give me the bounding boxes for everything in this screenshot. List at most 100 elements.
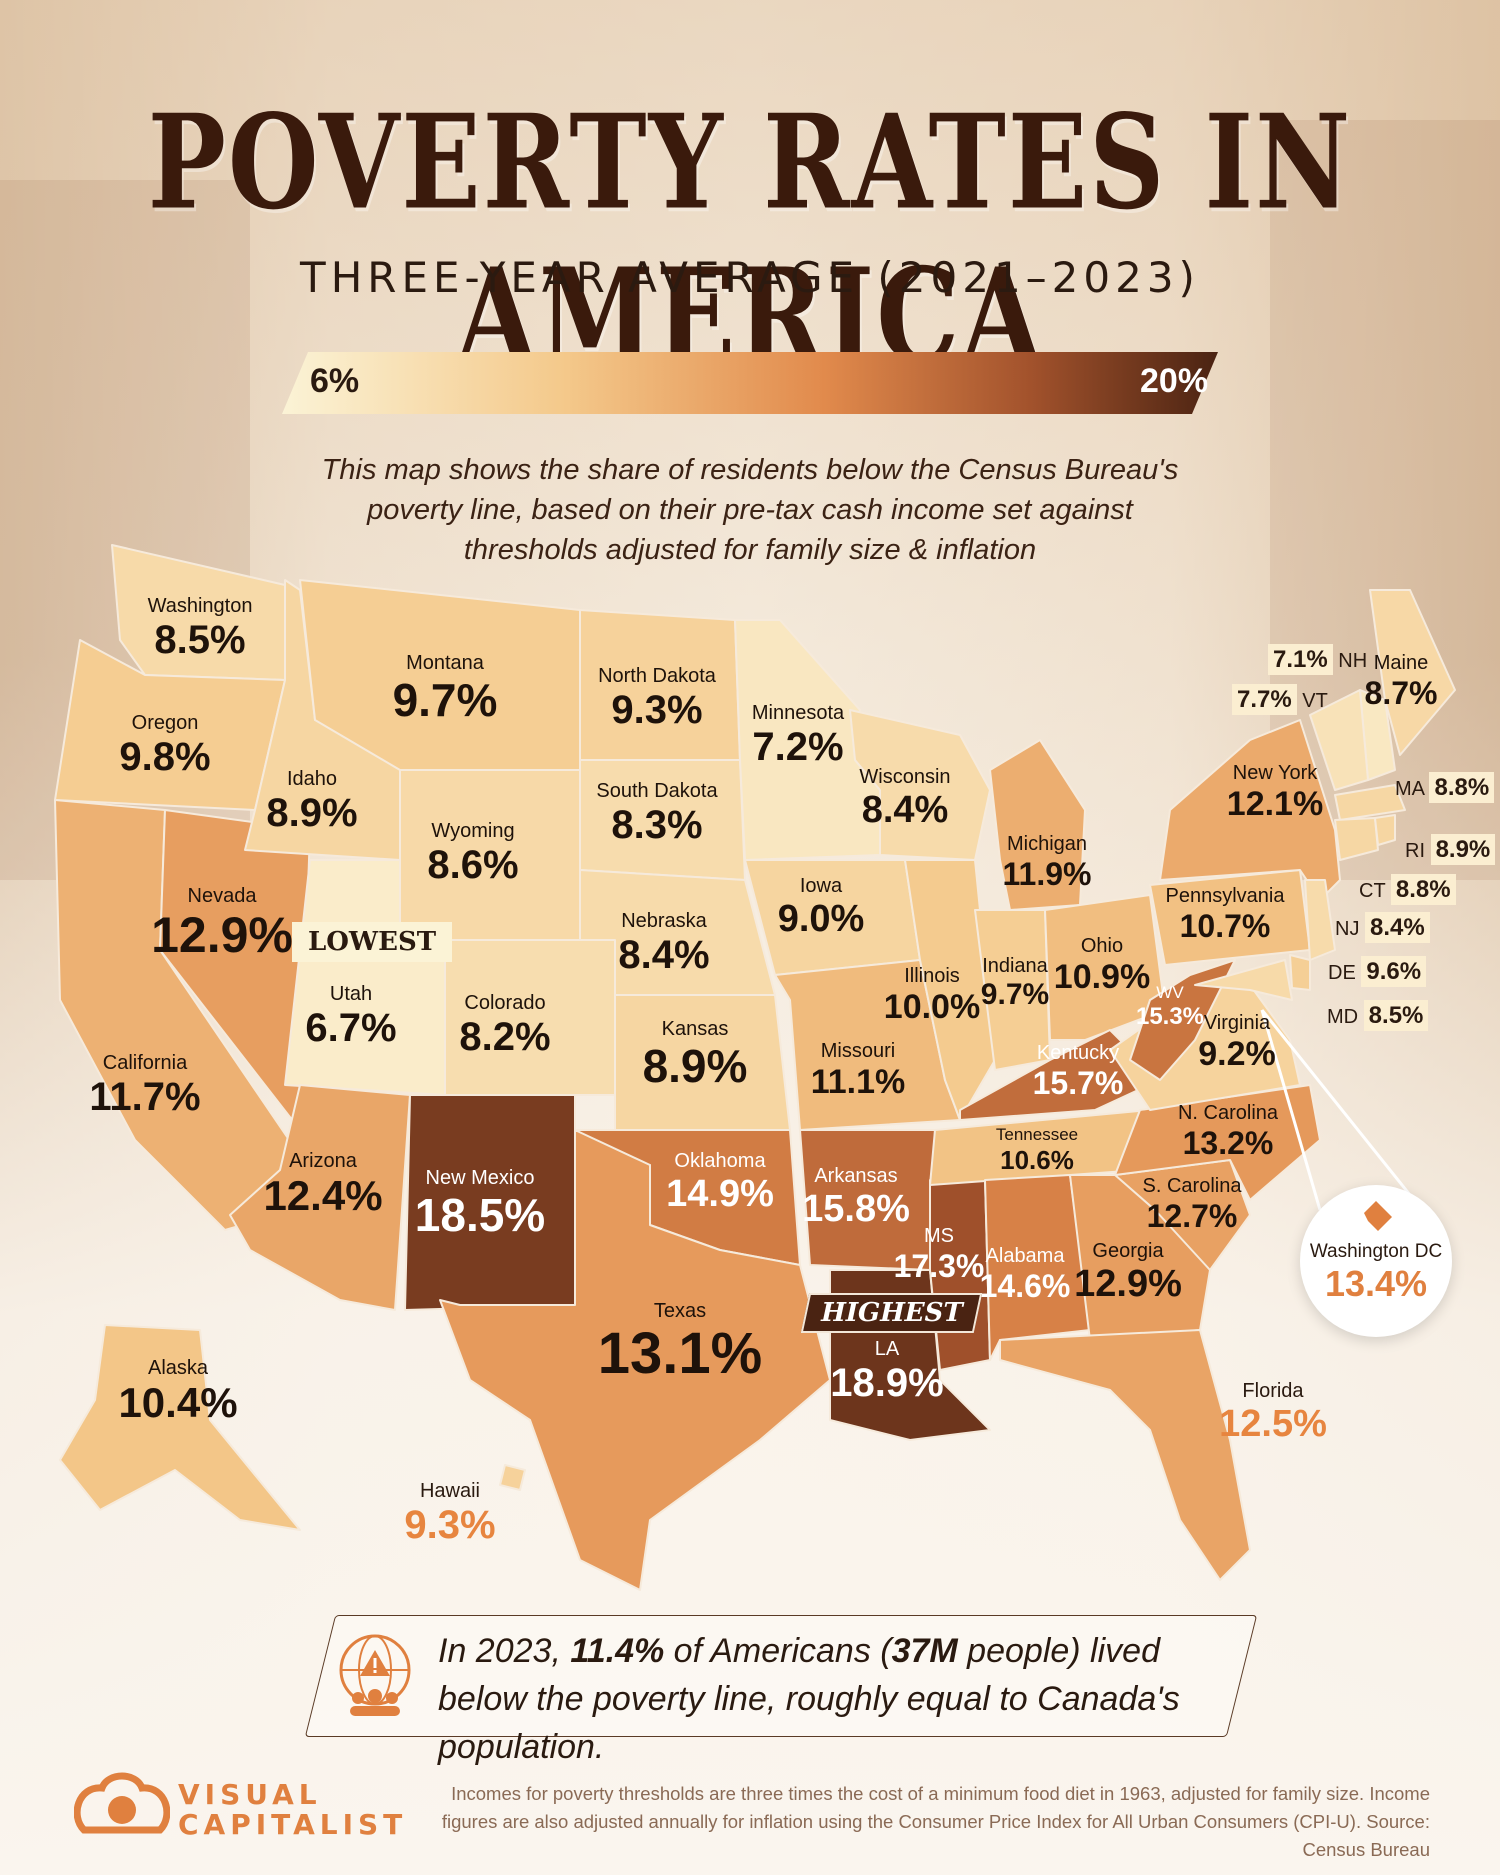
state-name: South Dakota xyxy=(596,780,718,802)
ne-abbr: MD xyxy=(1327,1006,1359,1028)
state-name: Kansas xyxy=(661,1018,729,1040)
state-value: 15.7% xyxy=(1032,1065,1124,1101)
state-value: 13.1% xyxy=(597,1321,763,1386)
state-label: Arizona 12.4% xyxy=(203,1150,443,1219)
brand-line1: VISUAL xyxy=(178,1778,322,1811)
state-label: Oregon 9.8% xyxy=(45,712,285,779)
ne-label-ri: RI 8.9% xyxy=(1405,834,1496,865)
state-value: 11.9% xyxy=(1002,856,1092,892)
state-shape xyxy=(849,709,991,861)
state-value: 6.7% xyxy=(305,1006,397,1050)
state-label: New York 12.1% xyxy=(1155,762,1395,823)
state-label: Hawaii 9.3% xyxy=(330,1480,570,1547)
state-name: Idaho xyxy=(286,768,338,790)
state-shape xyxy=(1159,719,1341,901)
state-label: Texas 13.1% xyxy=(560,1300,800,1385)
state-label: MS 17.3% xyxy=(819,1225,1059,1284)
ne-value: 8.8% xyxy=(1429,772,1495,803)
state-label: Georgia 12.9% xyxy=(1008,1240,1248,1305)
state-name: Wisconsin xyxy=(859,766,951,788)
state-name: Pennsylvania xyxy=(1165,885,1285,907)
state-name: Arizona xyxy=(289,1150,357,1172)
state-name: Illinois xyxy=(904,965,960,987)
state-shape xyxy=(229,1084,411,1311)
state-value: 18.9% xyxy=(830,1361,944,1405)
ne-label-de: DE 9.6% xyxy=(1328,956,1427,987)
state-shape xyxy=(439,1129,831,1591)
state-name: Ohio xyxy=(1080,935,1124,957)
state-value: 10.0% xyxy=(883,988,981,1026)
state-label: Ohio 10.9% xyxy=(982,935,1222,996)
footnote: Incomes for poverty thresholds are three… xyxy=(441,1783,1430,1860)
state-value: 15.8% xyxy=(802,1188,910,1230)
state-value: 8.3% xyxy=(611,803,703,847)
state-value: 12.4% xyxy=(263,1172,383,1219)
dc-shape-icon xyxy=(1364,1201,1392,1231)
poverty-alert-icon xyxy=(339,1634,411,1716)
state-value: 9.8% xyxy=(119,735,211,779)
state-label: Idaho 8.9% xyxy=(192,768,432,835)
dc-callout: Washington DC 13.4% xyxy=(1300,1185,1452,1337)
state-name: MS xyxy=(924,1225,954,1247)
page-subtitle: THREE-YEAR AVERAGE (2021–2023) xyxy=(300,253,1200,302)
state-value: 12.1% xyxy=(1226,785,1324,823)
ne-abbr: CT xyxy=(1359,880,1386,902)
ne-value: 7.7% xyxy=(1232,684,1297,715)
state-shape xyxy=(1289,954,1311,991)
state-label: Michigan 11.9% xyxy=(927,833,1167,892)
ne-abbr: VT xyxy=(1302,690,1328,712)
state-name: Georgia xyxy=(1092,1240,1164,1262)
state-value: 7.2% xyxy=(752,725,844,769)
state-name: Michigan xyxy=(1006,833,1088,855)
state-label: Alabama 14.6% xyxy=(905,1245,1145,1304)
state-name: California xyxy=(102,1052,188,1074)
lowest-tag: LOWEST xyxy=(294,924,451,960)
state-name: Virginia xyxy=(1203,1012,1271,1034)
state-shape xyxy=(984,1174,1091,1361)
state-name: Missouri xyxy=(820,1040,896,1062)
state-name: Minnesota xyxy=(751,702,845,724)
callout-pre: In 2023, xyxy=(438,1632,571,1670)
state-shape xyxy=(1114,1084,1321,1201)
dc-value: 13.4% xyxy=(1324,1263,1428,1304)
ne-label-ma: MA 8.8% xyxy=(1395,772,1495,803)
dc-pointer-line xyxy=(1260,1009,1322,1211)
state-label: Nevada 12.9% xyxy=(102,885,342,962)
state-label: California 11.7% xyxy=(25,1052,265,1119)
callout-rate: 11.4% xyxy=(570,1632,665,1670)
state-value: 12.9% xyxy=(151,907,293,963)
ne-value: 7.1% xyxy=(1268,644,1333,675)
state-value: 9.3% xyxy=(611,688,703,732)
state-label: Oklahoma 14.9% xyxy=(600,1150,840,1215)
state-value: 12.9% xyxy=(1074,1263,1182,1305)
state-value: 15.3% xyxy=(1135,1003,1205,1030)
dc-name: Washington DC xyxy=(1309,1241,1443,1262)
state-name: Utah xyxy=(329,983,373,1005)
state-label: Tennessee 10.6% xyxy=(917,1125,1157,1175)
visual-capitalist-logo-icon xyxy=(74,1772,170,1834)
state-name: Washington xyxy=(147,595,253,617)
state-name: LA xyxy=(874,1338,900,1360)
ne-abbr: MA xyxy=(1395,778,1424,800)
state-shape xyxy=(999,1329,1251,1581)
state-label: Washington 8.5% xyxy=(80,595,320,662)
ne-value: 8.5% xyxy=(1363,1000,1429,1031)
state-label: Arkansas 15.8% xyxy=(736,1165,976,1230)
state-label: WV 15.3% xyxy=(1050,983,1290,1031)
state-label: Pennsylvania 10.7% xyxy=(1105,885,1345,944)
state-name: Nebraska xyxy=(621,910,707,932)
state-name: Alaska xyxy=(147,1357,209,1379)
state-shape xyxy=(1304,879,1336,961)
state-shape xyxy=(1129,959,1236,1081)
map-description: This map shows the share of residents be… xyxy=(321,454,1179,566)
state-label: Florida 12.5% xyxy=(1153,1380,1393,1445)
state-name: Kentucky xyxy=(1036,1042,1120,1064)
state-value: 8.4% xyxy=(618,933,710,977)
state-name: WV xyxy=(1156,983,1184,1002)
ne-abbr: DE xyxy=(1328,962,1356,984)
state-shape xyxy=(1369,589,1456,756)
state-name: Alabama xyxy=(985,1245,1065,1267)
state-value: 10.6% xyxy=(1000,1145,1074,1175)
state-value: 8.6% xyxy=(427,843,519,887)
state-label: New Mexico 18.5% xyxy=(360,1167,600,1240)
